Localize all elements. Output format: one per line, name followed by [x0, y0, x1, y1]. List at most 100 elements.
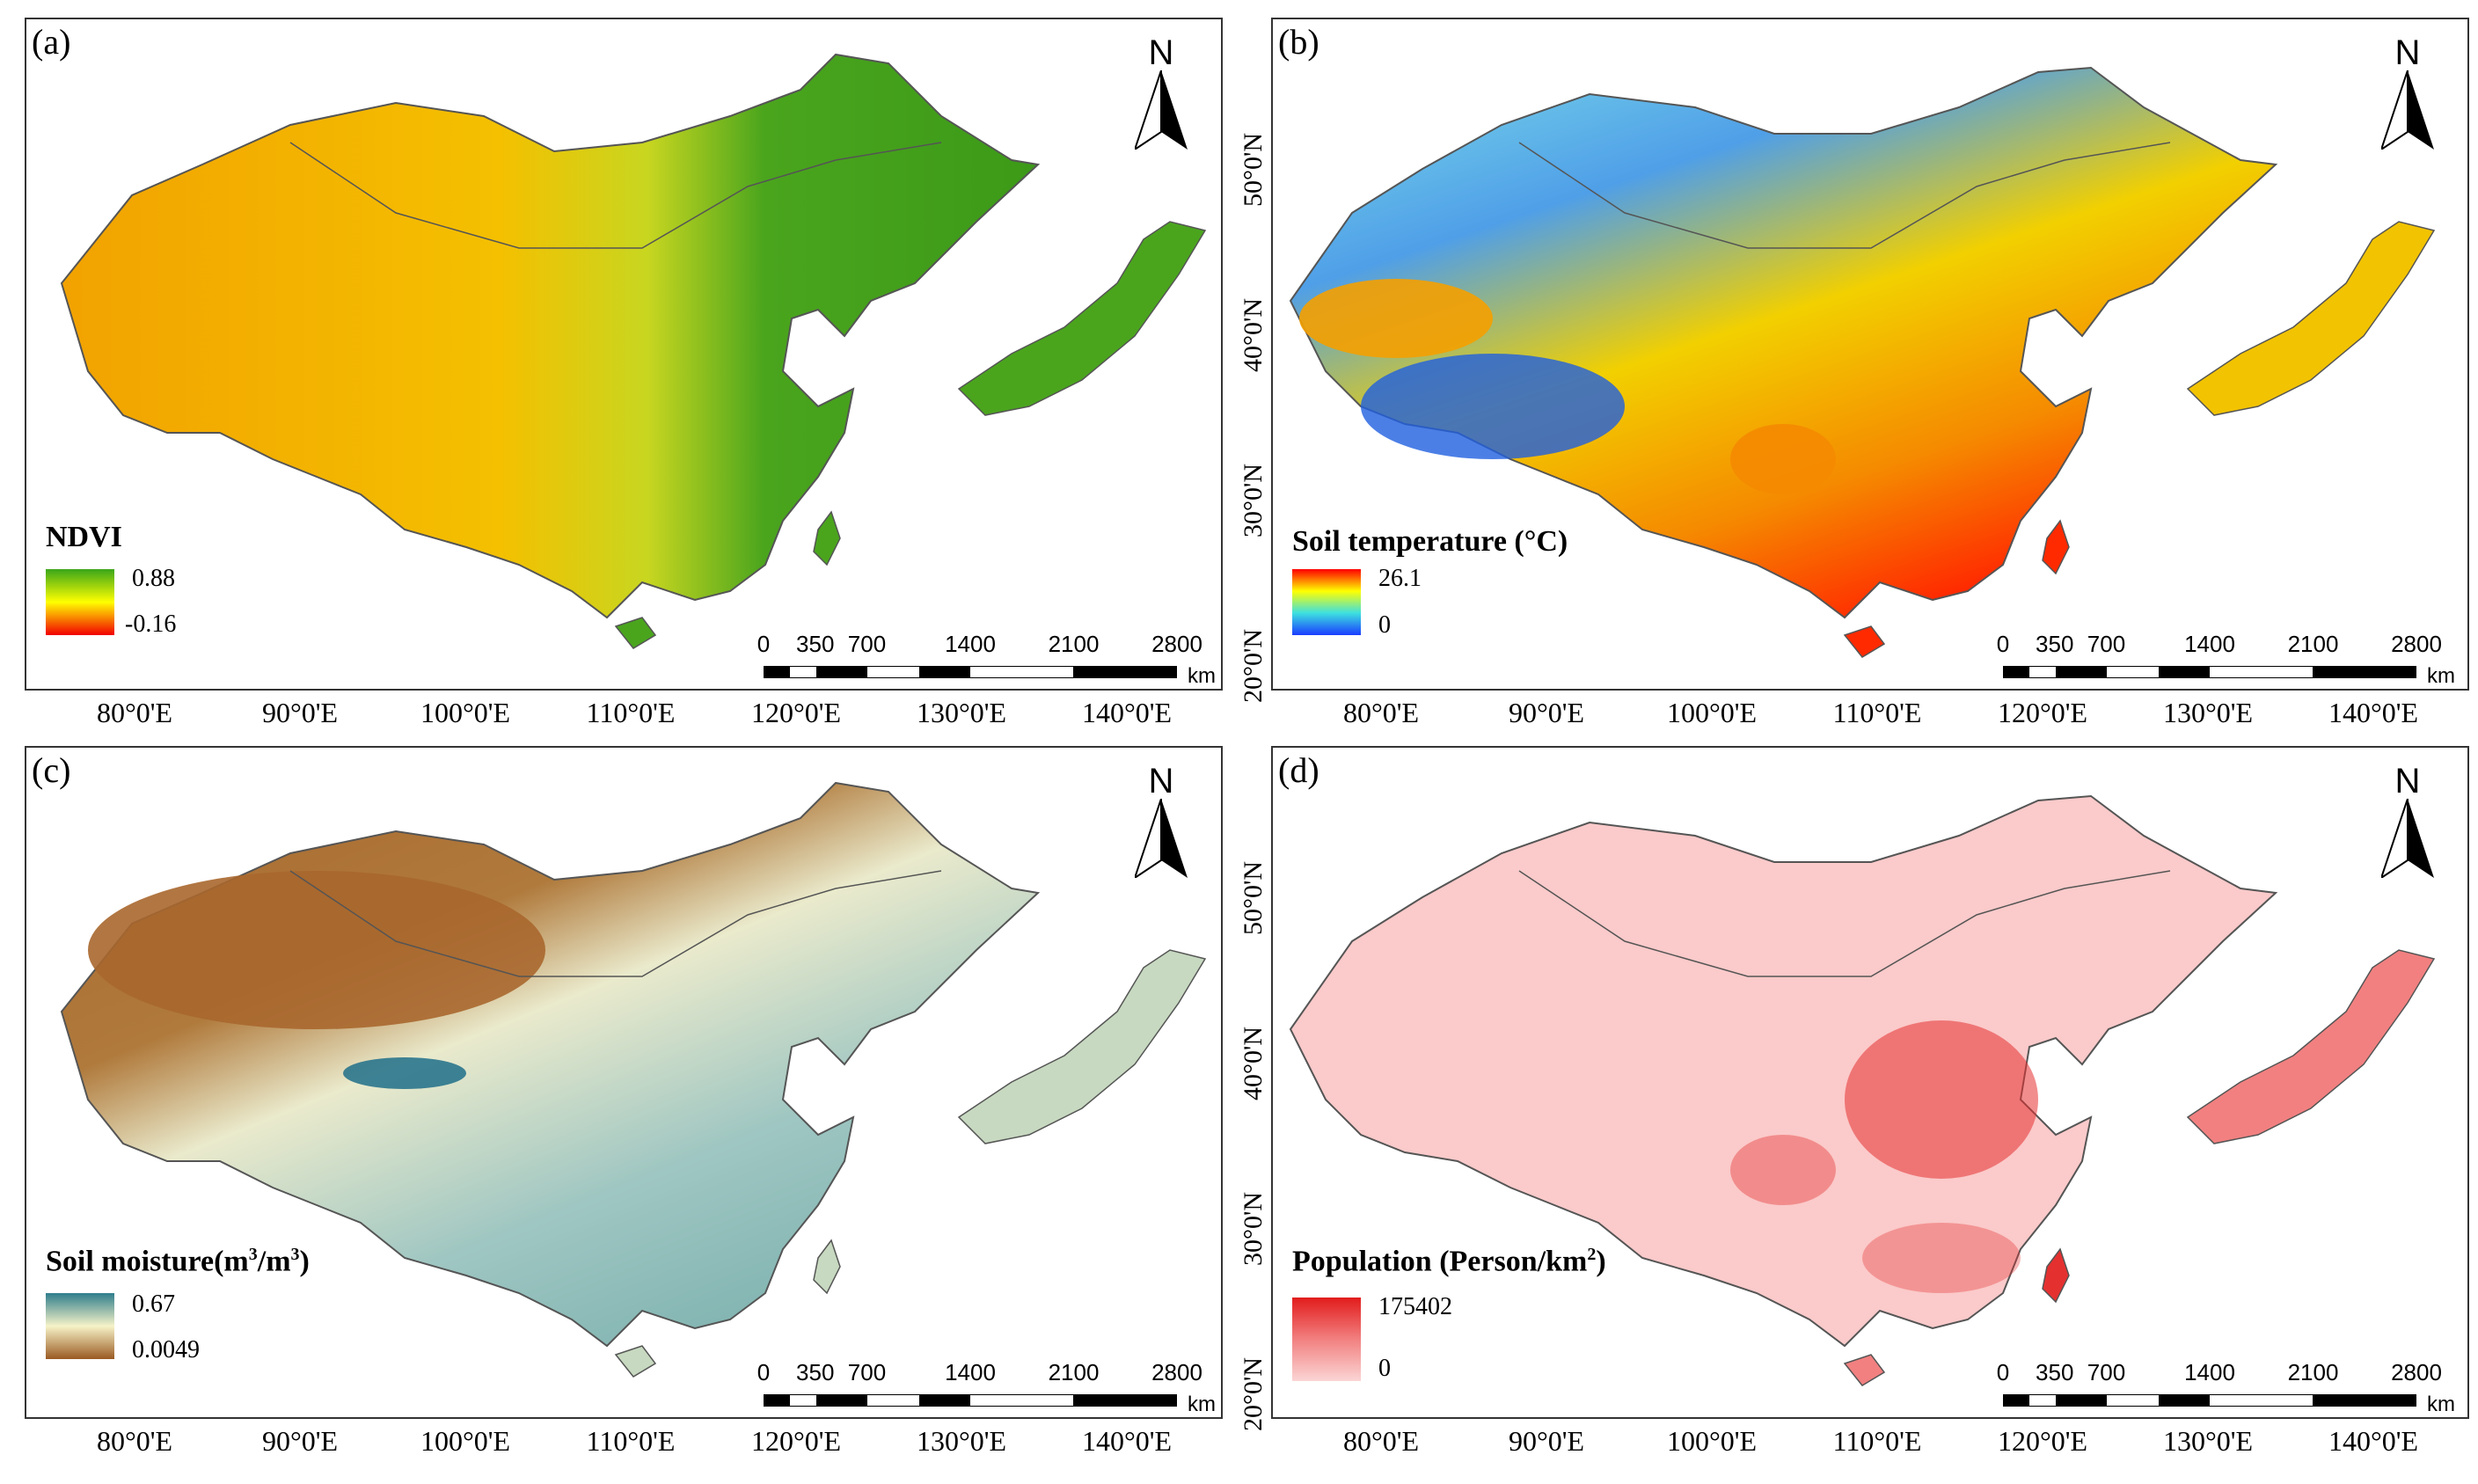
x-tick-label: 80°0'E [1342, 697, 1420, 728]
legend-title-text: Population (Person/km [1292, 1245, 1588, 1278]
scale-segment [918, 1395, 970, 1406]
scale-label: 1400 [2184, 631, 2235, 657]
legend: NDVI 0.88 -0.16 [46, 521, 176, 638]
japan-shape [957, 949, 1207, 1144]
scale-segment [815, 667, 867, 677]
dense-sichuan [1730, 1135, 1836, 1205]
north-letter: N [1148, 762, 1174, 800]
x-tick-label: 80°0'E [96, 697, 173, 728]
x-tick-label: 80°0'E [96, 1425, 173, 1457]
y-tick-label: 20°0'N [1239, 1356, 1268, 1431]
hainan-shape [1843, 625, 1886, 658]
dense-east [1845, 1020, 2038, 1179]
x-tick-label: 140°0'E [2328, 697, 2419, 728]
scale-segment [2055, 1395, 2107, 1406]
legend-min: 0 [1378, 1355, 1391, 1382]
region-shape [1289, 66, 2278, 619]
scale-segment [2158, 667, 2210, 677]
scale-label: 2100 [1048, 1359, 1100, 1385]
north-arrow-icon [1133, 798, 1188, 881]
scale-bar-segments [2003, 666, 2416, 678]
scale-label: 2800 [2391, 1359, 2442, 1385]
scale-bar-segments [764, 666, 1177, 678]
scale-label: 700 [847, 1359, 887, 1385]
x-tick-label: 120°0'E [750, 1425, 842, 1457]
y-tick-label: 20°0'N [1239, 628, 1268, 703]
scale-segment [2004, 1395, 2030, 1406]
scale-label: 0 [1996, 631, 2010, 657]
japan-shape [2186, 949, 2436, 1144]
legend-title: Soil temperature (°C) [1292, 525, 1568, 558]
hainan-shape [614, 1345, 657, 1378]
x-tick-label: 100°0'E [1666, 697, 1758, 728]
scale-label: 0 [1996, 1359, 2010, 1385]
panel-label: (c) [32, 750, 71, 790]
taiwan-shape [813, 1239, 841, 1295]
north-arrow: N [2379, 35, 2434, 158]
north-arrow-icon [2379, 798, 2434, 881]
legend-max: 0.88 [132, 565, 175, 592]
hainan-shape [1843, 1354, 1886, 1386]
scale-segment [2313, 667, 2416, 677]
scale-bar: 0 350 700 1400 2100 2800 km [757, 1359, 1216, 1416]
legend-title-sup: 3 [248, 1245, 258, 1264]
scale-label: 1400 [945, 631, 996, 657]
scale-label: 0 [757, 631, 771, 657]
scale-unit: km [2427, 664, 2455, 688]
legend-title: Population (Person/km2) [1292, 1245, 1606, 1278]
y-tick-label: 30°0'N [1239, 463, 1268, 537]
scale-segment [2158, 1395, 2210, 1406]
x-tick-label: 120°0'E [1997, 1425, 2088, 1457]
x-tick-label: 90°0'E [1508, 697, 1585, 728]
scale-segment [2107, 1395, 2159, 1406]
legend-colorbar [46, 1293, 114, 1359]
x-tick-label: 110°0'E [586, 1425, 676, 1457]
scale-segment [2210, 667, 2313, 677]
scale-label: 0 [757, 1359, 771, 1385]
map-soil-moisture [60, 781, 1207, 1378]
legend-min: -0.16 [125, 610, 177, 638]
scale-label: 2800 [2391, 631, 2442, 657]
y-tick-label: 30°0'N [1239, 1191, 1268, 1266]
legend-max: 0.67 [132, 1290, 175, 1318]
north-letter: N [2394, 762, 2421, 800]
sichuan-warm [1730, 424, 1836, 494]
panel-b: (b) N Soil temperature (°C) 26.1 0 0 350 7… [1271, 18, 2469, 691]
taiwan-shape [2042, 1247, 2070, 1304]
scale-segment [2029, 667, 2056, 677]
border-line [289, 142, 942, 249]
legend-title: NDVI [46, 521, 122, 553]
map-population [1289, 794, 2436, 1386]
legend-title-end: ) [299, 1245, 310, 1278]
scale-segment [867, 667, 919, 677]
y-tick-label: 40°0'N [1239, 297, 1268, 372]
japan-shape [957, 221, 1207, 416]
map-ndvi [60, 53, 1207, 649]
legend: Soil temperature (°C) 26.1 0 [1292, 525, 1568, 639]
x-tick-label: 130°0'E [916, 697, 1007, 728]
scale-segment [2055, 667, 2107, 677]
x-tick-label: 140°0'E [1081, 1425, 1173, 1457]
scale-unit: km [1188, 1393, 1216, 1416]
scale-segment [1073, 667, 1176, 677]
legend-title: Soil moisture(m3/m3) [46, 1245, 310, 1278]
panel-c: (c) N Soil moisture(m3/m3) 0.67 0.0049 0… [25, 746, 1223, 1419]
legend-max: 175402 [1378, 1293, 1452, 1320]
y-tick-label: 50°0'N [1239, 860, 1268, 935]
scale-segment [815, 1395, 867, 1406]
north-arrow: N [2379, 762, 2434, 887]
x-tick-label: 120°0'E [1997, 697, 2088, 728]
panel-a: (a) N NDVI 0.88 -0.16 0 350 700 1400 2100 280… [25, 18, 1223, 691]
legend: Population (Person/km2) 175402 0 [1292, 1245, 1606, 1382]
x-tick-label: 90°0'E [261, 697, 339, 728]
scale-label: 350 [796, 631, 835, 657]
scale-segment [918, 667, 970, 677]
scale-label: 350 [2036, 1359, 2074, 1385]
dense-south [1862, 1223, 2021, 1293]
panel-label: (a) [32, 22, 71, 62]
scale-label: 350 [796, 1359, 835, 1385]
taiwan-shape [2042, 519, 2070, 575]
scale-label: 2100 [2287, 1359, 2339, 1385]
x-tick-label: 80°0'E [1342, 1425, 1420, 1457]
scale-segment [970, 667, 1073, 677]
